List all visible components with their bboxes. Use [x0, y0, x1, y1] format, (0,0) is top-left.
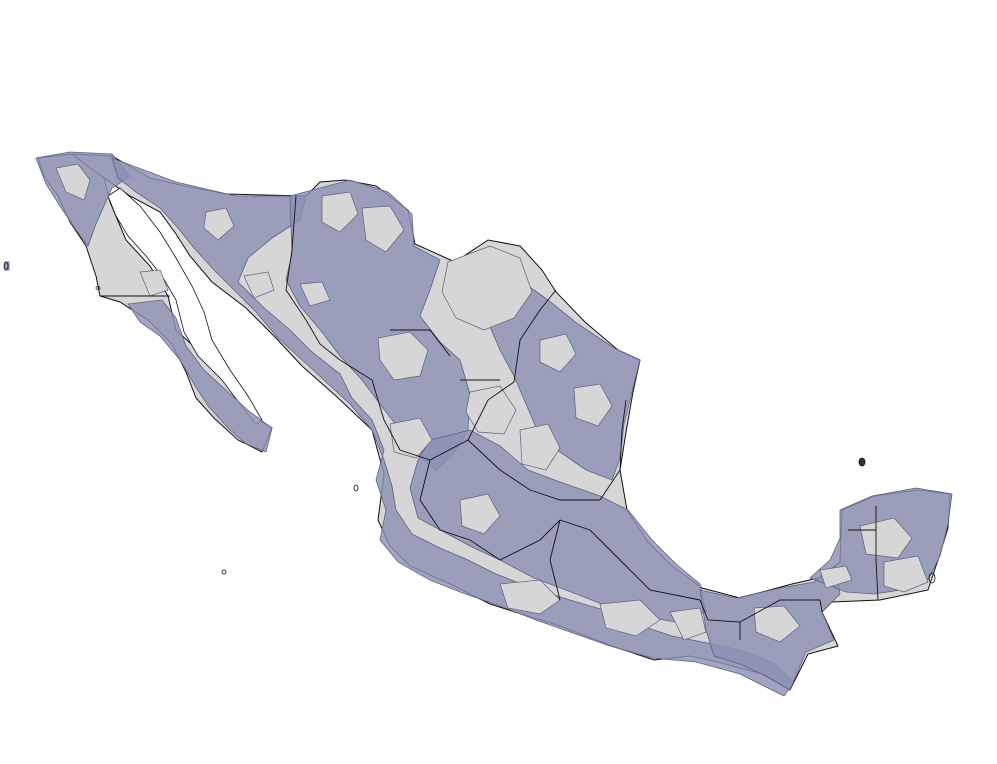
islands	[3, 261, 936, 584]
land-patch	[299, 281, 331, 307]
land-patch	[539, 333, 577, 373]
island	[221, 569, 227, 575]
land-patches	[55, 163, 929, 643]
land-patch	[459, 493, 501, 535]
state-border	[699, 599, 741, 640]
island	[3, 261, 9, 271]
state-border	[339, 359, 515, 461]
land-patch	[377, 331, 429, 381]
land-patch	[389, 417, 433, 459]
island	[858, 457, 866, 467]
state-border	[875, 506, 879, 601]
land-patch	[203, 207, 235, 241]
land-patch	[139, 269, 169, 297]
land-patch	[599, 599, 661, 637]
state-border	[513, 289, 557, 383]
overlay-northeast	[485, 279, 641, 481]
state-border	[467, 439, 600, 501]
land-patch	[519, 423, 561, 471]
overlay-sonora-pacific	[111, 157, 795, 697]
land-patch	[753, 605, 801, 643]
state-border	[549, 519, 561, 601]
land-patch	[573, 383, 613, 427]
state-borders	[100, 195, 879, 640]
land-patch	[465, 385, 517, 435]
state-border	[285, 195, 341, 361]
overlay-baja-south	[127, 299, 273, 453]
land-patch	[321, 191, 359, 233]
land-patch	[243, 271, 275, 299]
land-patch	[859, 517, 913, 559]
island	[95, 286, 101, 290]
land-patch	[883, 555, 929, 593]
land-patch	[441, 245, 533, 331]
land-patch	[819, 565, 853, 589]
island	[353, 484, 359, 492]
land-patch	[499, 579, 561, 615]
island	[928, 572, 936, 584]
state-border	[419, 459, 501, 561]
state-border	[599, 399, 627, 501]
state-border	[499, 519, 701, 601]
state-border	[390, 329, 451, 357]
land-patch	[361, 205, 405, 253]
land-patch	[669, 607, 707, 641]
state-border	[739, 599, 823, 623]
land-patch	[55, 163, 91, 201]
